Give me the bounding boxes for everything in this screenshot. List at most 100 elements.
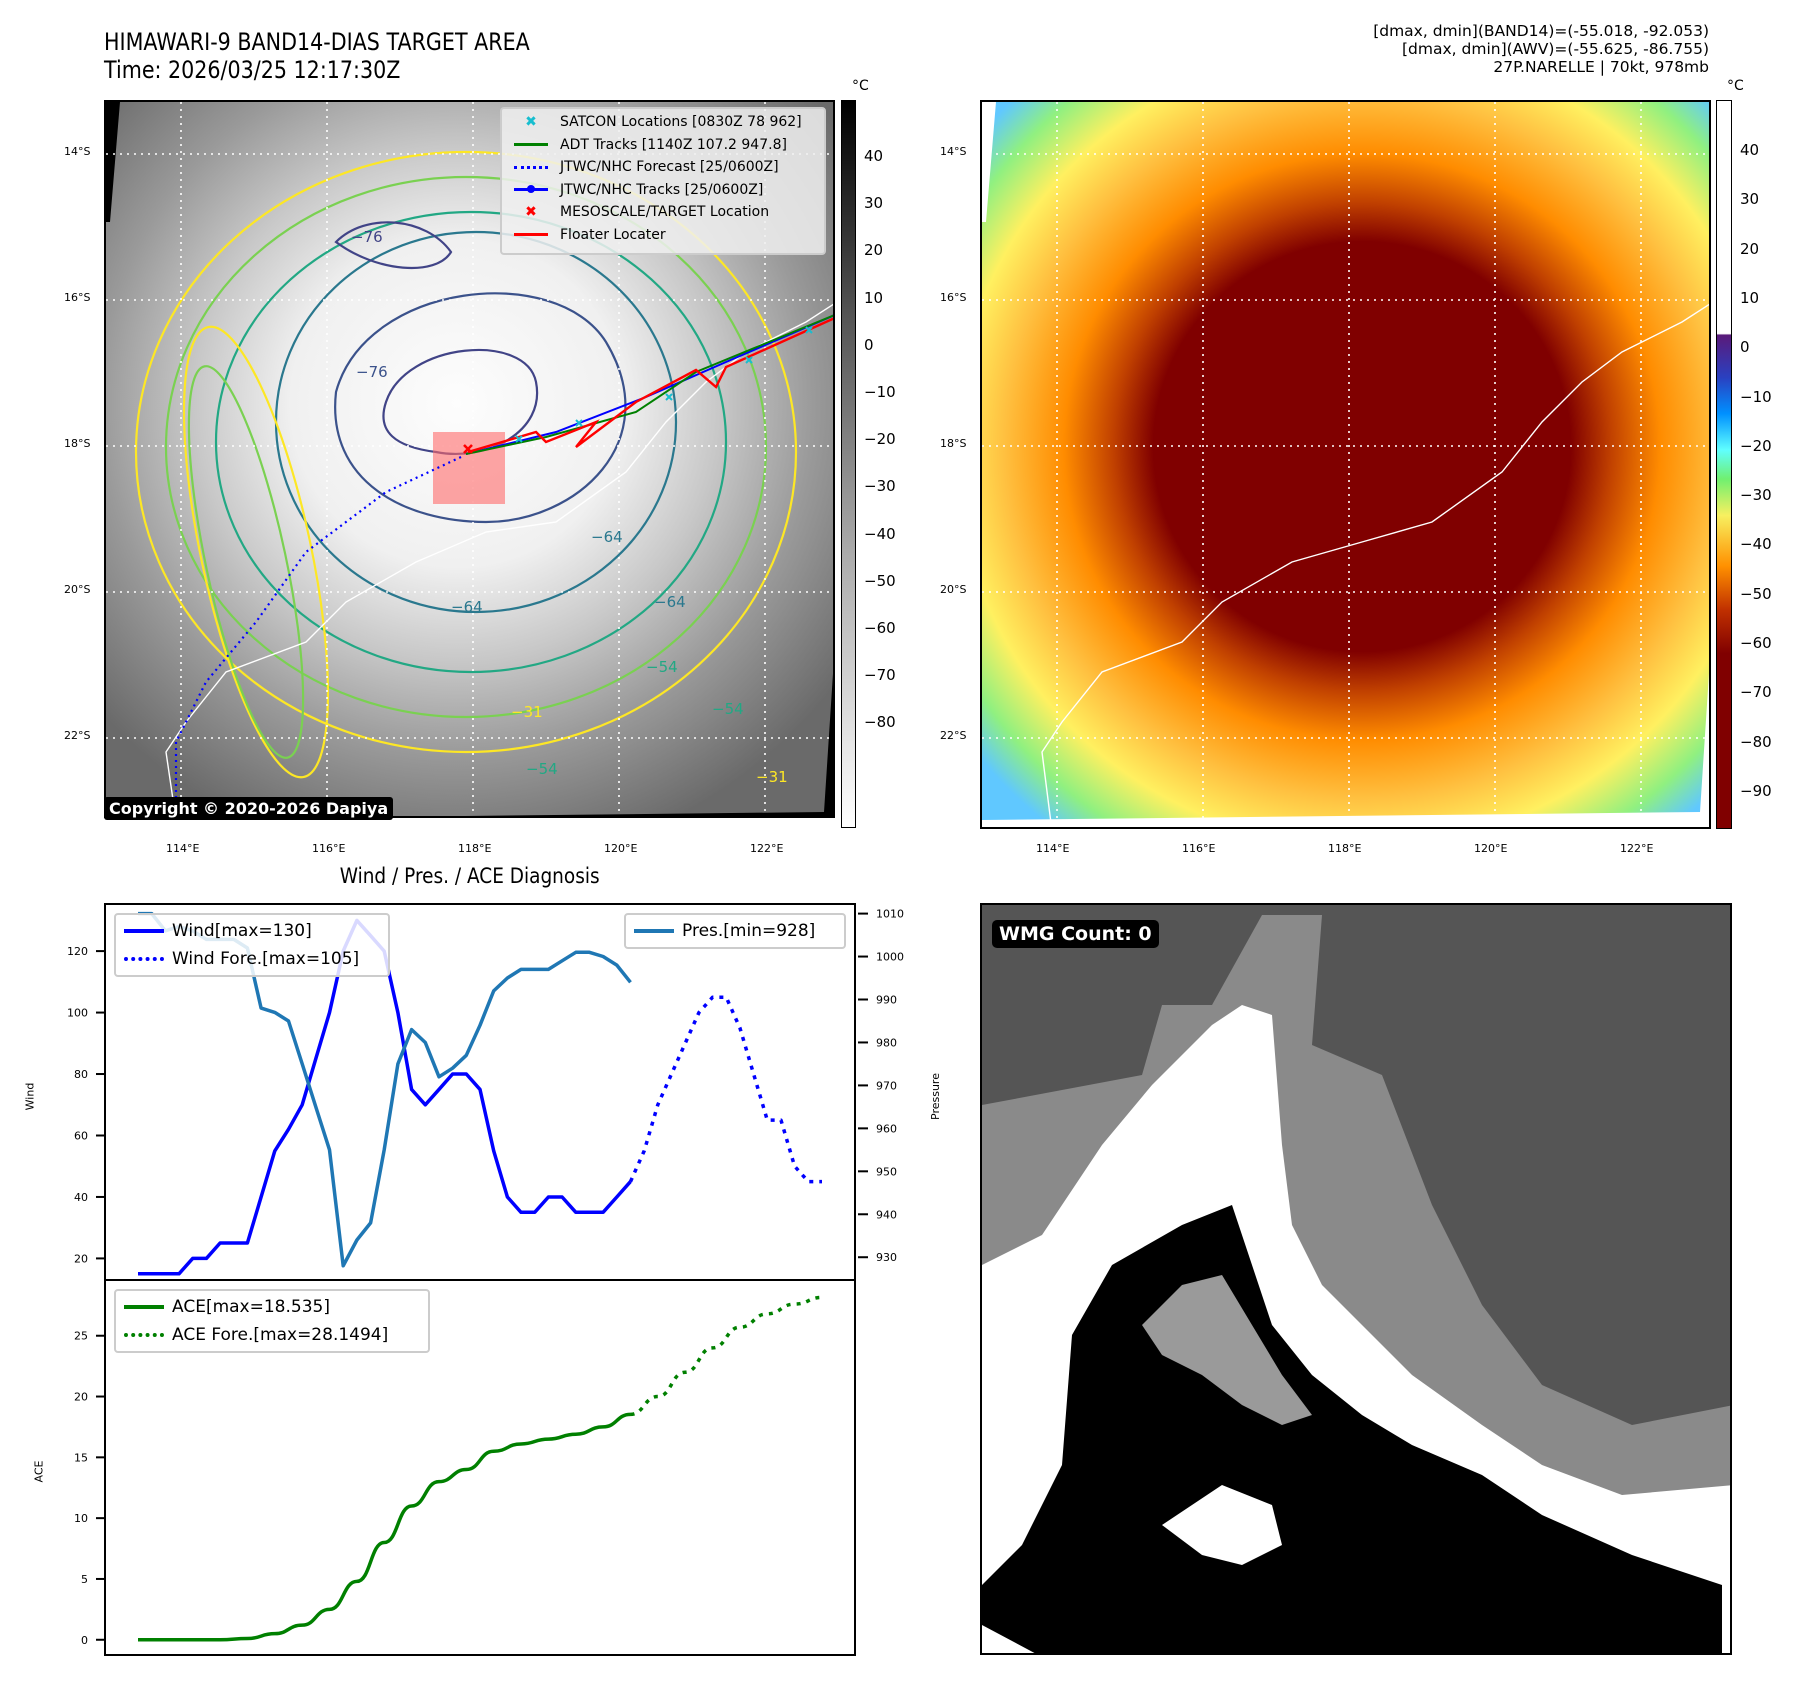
lon-label: 118°E — [1328, 842, 1362, 855]
lat-label: 16°S — [940, 291, 967, 304]
legend-item-pressure: Pres.[min=928] — [626, 917, 844, 945]
color-colorbar-unit: °C — [1727, 78, 1744, 94]
legend-item-ace-forecast: ACE Fore.[max=28.1494] — [116, 1321, 428, 1349]
series-line-ace — [138, 1412, 631, 1642]
stats-block: [dmax, dmin](BAND14)=(-55.018, -92.053) … — [1373, 22, 1709, 76]
legend-item-tracks: JTWC/NHC Tracks [25/0600Z] — [502, 179, 824, 202]
adt-track — [465, 314, 833, 455]
colorbar-tick-label: −10 — [1740, 387, 1772, 406]
y-right-tick-label: 980 — [876, 1036, 897, 1049]
target-box — [433, 432, 505, 504]
lat-label: 18°S — [940, 437, 967, 450]
y-tick-label: 60 — [74, 1129, 88, 1142]
colorbar-tick-label: 0 — [1740, 338, 1750, 357]
red-line-icon — [502, 233, 560, 237]
colorbar-tick-label: −40 — [1740, 535, 1772, 554]
gridlines — [982, 102, 1709, 827]
y-tick-label: 40 — [74, 1191, 88, 1204]
contour-label: −54 — [526, 760, 558, 778]
contour-42 — [164, 175, 768, 719]
wmg-image — [982, 915, 1730, 1653]
colorbar-tick-label: 10 — [1740, 288, 1760, 307]
stat-storm: 27P.NARELLE | 70kt, 978mb — [1493, 58, 1709, 76]
contour-40-west — [182, 325, 330, 779]
color-ir-image — [982, 102, 1709, 820]
lat-label: 16°S — [64, 291, 91, 304]
y-tick-label: 25 — [74, 1330, 88, 1343]
wind-legend: Wind[max=130] Wind Fore.[max=105] — [114, 913, 390, 977]
lat-label: 18°S — [64, 437, 91, 450]
colorbar-tick-label: −30 — [864, 477, 896, 496]
lat-label: 22°S — [940, 729, 967, 742]
contour-label: −64 — [451, 598, 483, 616]
solid-line-icon — [626, 929, 682, 933]
time-text: Time: 2026/03/25 12:17:30Z — [104, 56, 401, 84]
floater-track — [467, 317, 833, 454]
dotted-line-icon — [116, 1333, 172, 1337]
ir-colorbar-unit: °C — [852, 78, 869, 94]
legend-item-forecast: JTWC/NHC Forecast [25/0600Z] — [502, 156, 824, 179]
y-tick-label: 120 — [67, 945, 88, 958]
cyan-x-marker-icon: ✖ — [525, 114, 537, 131]
series-line-wind-fore — [628, 995, 822, 1184]
colorbar-tick-label: −20 — [864, 430, 896, 449]
legend-item-ace: ACE[max=18.535] — [116, 1293, 428, 1321]
contour-45-west — [187, 365, 305, 759]
lon-label: 120°E — [1474, 842, 1508, 855]
ace-legend: ACE[max=18.535] ACE Fore.[max=28.1494] — [114, 1289, 430, 1353]
lon-label: 114°E — [166, 842, 200, 855]
contour-54 — [214, 210, 728, 674]
blue-line-dot-icon — [502, 185, 560, 194]
y-tick-label: 15 — [74, 1451, 88, 1464]
contour-label: −76 — [351, 228, 383, 246]
ace-plot: 25 20 15 10 5 0 — [74, 1295, 823, 1647]
colorbar-tick-label: 30 — [1740, 190, 1760, 209]
lon-label: 116°E — [312, 842, 346, 855]
colorbar-tick-label: −10 — [864, 383, 896, 401]
map-legend: ✖ SATCON Locations [0830Z 78 962] ADT Tra… — [500, 107, 826, 255]
contour-label: −76 — [356, 363, 388, 381]
lon-label: 122°E — [750, 842, 784, 855]
colorbar-tick-label: −70 — [864, 666, 896, 685]
wmg-region-gray-band — [1142, 1275, 1312, 1425]
y-right-tick-label: 990 — [876, 994, 897, 1007]
colorbar-tick-label: −80 — [864, 713, 896, 732]
colorbar-tick-label: −50 — [864, 571, 896, 590]
lat-label: 14°S — [940, 145, 967, 158]
blue-dotted-line-icon — [502, 165, 560, 169]
contour-31 — [134, 150, 798, 754]
dotted-line-icon — [116, 957, 172, 961]
pressure-legend: Pres.[min=928] — [624, 913, 846, 949]
figure-title: HIMAWARI-9 BAND14-DIAS TARGET AREA Time:… — [104, 28, 530, 84]
wmg-count-badge: WMG Count: 0 — [992, 920, 1159, 948]
lon-label: 114°E — [1036, 842, 1070, 855]
lon-label: 118°E — [458, 842, 492, 855]
solid-line-icon — [116, 1305, 172, 1309]
wind-axis-label: Wind — [23, 1082, 37, 1111]
contours — [134, 150, 798, 779]
colorbar-tick-label: 0 — [864, 335, 874, 354]
y-tick-label: 20 — [74, 1391, 88, 1404]
colorbar-tick-label: −90 — [1740, 781, 1772, 800]
legend-item-adt: ADT Tracks [1140Z 107.2 947.8] — [502, 134, 824, 157]
y-right-tick-label: 1000 — [876, 951, 904, 964]
stat-awv: [dmax, dmin](AWV)=(-55.625, -86.755) — [1402, 40, 1709, 58]
contour-label: −54 — [712, 700, 744, 718]
contour-76 — [334, 292, 627, 524]
series-line-ace-forecast — [630, 1295, 823, 1417]
coastline — [165, 303, 833, 816]
ir-map-panel: −76 −76 −64 −64 −64 −54 −54 −54 −31 −31 … — [104, 100, 835, 818]
color-map-panel — [980, 100, 1711, 829]
y-right-tick-label: 940 — [876, 1208, 897, 1221]
y-tick-label: 10 — [74, 1512, 88, 1525]
y-right-tick-label: 960 — [876, 1122, 897, 1135]
lon-label: 122°E — [1620, 842, 1654, 855]
wind-pressure-axes: 120 100 80 60 40 20 1010 1000 990 980 970 960 950 940… — [67, 903, 904, 1281]
colorbar-tick-label: −60 — [1740, 634, 1772, 652]
y-right-tick-label: 950 — [876, 1165, 897, 1178]
ir-colorbar — [841, 100, 856, 828]
colorbar-tick-label: −60 — [864, 619, 896, 637]
colorbar-tick-label: 40 — [864, 147, 884, 165]
lon-label: 120°E — [604, 842, 638, 855]
colorbar-tick-label: 10 — [864, 288, 884, 307]
